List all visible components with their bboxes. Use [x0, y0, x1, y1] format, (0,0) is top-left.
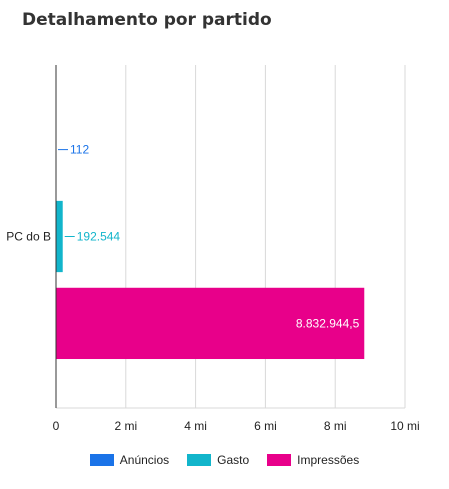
- bar: [56, 200, 63, 273]
- legend-item-anuncios[interactable]: Anúncios: [89, 453, 170, 467]
- chart-title: Detalhamento por partido: [22, 10, 272, 30]
- data-label: 112: [70, 143, 89, 157]
- chart-legend: Anúncios Gasto Impressões: [0, 453, 449, 467]
- legend-swatch-gasto: [187, 454, 212, 466]
- x-tick-label: 2 mi: [114, 419, 137, 433]
- category-label: PC do B: [6, 230, 51, 244]
- legend-label-impressoes: Impressões: [297, 453, 360, 467]
- legend-item-impressoes[interactable]: Impressões: [267, 453, 359, 467]
- legend-label-gasto: Gasto: [217, 453, 250, 467]
- x-tick-label: 0: [53, 419, 60, 433]
- legend-swatch-anuncios: [89, 454, 114, 466]
- data-label: 8.832.944,5: [296, 316, 360, 330]
- x-tick-label: 6 mi: [254, 419, 277, 433]
- legend-swatch-impressoes: [267, 454, 292, 466]
- bar: [56, 287, 365, 360]
- legend-label-anuncios: Anúncios: [119, 453, 170, 467]
- x-tick-label: 10 mi: [390, 419, 419, 433]
- labels: 0 2 mi 4 mi 6 mi 8 mi 10 mi PC do B 112 192.544 8…: [6, 143, 419, 433]
- data-label: 192.544: [77, 230, 121, 244]
- x-tick-label: 4 mi: [184, 419, 207, 433]
- bars: [56, 113, 365, 360]
- x-tick-label: 8 mi: [324, 419, 347, 433]
- legend-item-gasto[interactable]: Gasto: [187, 453, 249, 467]
